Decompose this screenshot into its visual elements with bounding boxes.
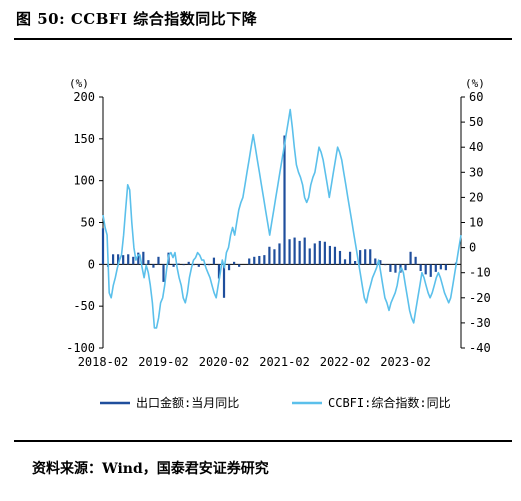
right-tick-label: -20 <box>469 291 491 305</box>
x-tick-label: 2020-02 <box>199 355 250 369</box>
left-tick-label: 0 <box>88 257 95 271</box>
source-note: 资料来源：Wind，国泰君安证券研究 <box>32 461 269 477</box>
x-tick-label: 2019-02 <box>138 355 189 369</box>
x-tick-label: 2022-02 <box>320 355 371 369</box>
left-tick-label: 50 <box>81 216 95 230</box>
right-tick-label: 0 <box>469 241 476 255</box>
right-tick-label: 60 <box>469 90 483 104</box>
x-tick-label: 2023-02 <box>380 355 431 369</box>
chart: (%) (%)-100-50050100150200-40-30-20-10010… <box>66 77 491 410</box>
legend-label-ccbfi: CCBFI:综合指数:同比 <box>328 395 451 410</box>
ccbfi-line <box>102 108 462 329</box>
right-tick-label: 10 <box>469 216 483 230</box>
top-rule <box>14 38 512 40</box>
left-tick-label: -100 <box>66 341 95 355</box>
right-tick-label: 20 <box>469 190 483 204</box>
x-tick-label: 2018-02 <box>78 355 129 369</box>
x-tick-label: 2021-02 <box>259 355 310 369</box>
left-tick-label: 100 <box>73 174 95 188</box>
right-tick-label: -40 <box>469 341 491 355</box>
legend-label-export: 出口金额:当月同比 <box>136 395 239 410</box>
left-axis-unit: (%) <box>69 77 89 90</box>
right-tick-label: -30 <box>469 316 491 330</box>
bottom-rule <box>14 440 512 442</box>
right-tick-label: 50 <box>469 115 483 129</box>
left-tick-label: 200 <box>73 90 95 104</box>
right-tick-label: 30 <box>469 165 483 179</box>
figure-title: 图 50: CCBFI 综合指数同比下降 <box>16 10 258 28</box>
left-tick-label: 150 <box>73 132 95 146</box>
right-tick-label: -10 <box>469 266 491 280</box>
right-axis-unit: (%) <box>465 77 485 90</box>
right-tick-label: 40 <box>469 140 483 154</box>
left-tick-label: -50 <box>73 299 95 313</box>
